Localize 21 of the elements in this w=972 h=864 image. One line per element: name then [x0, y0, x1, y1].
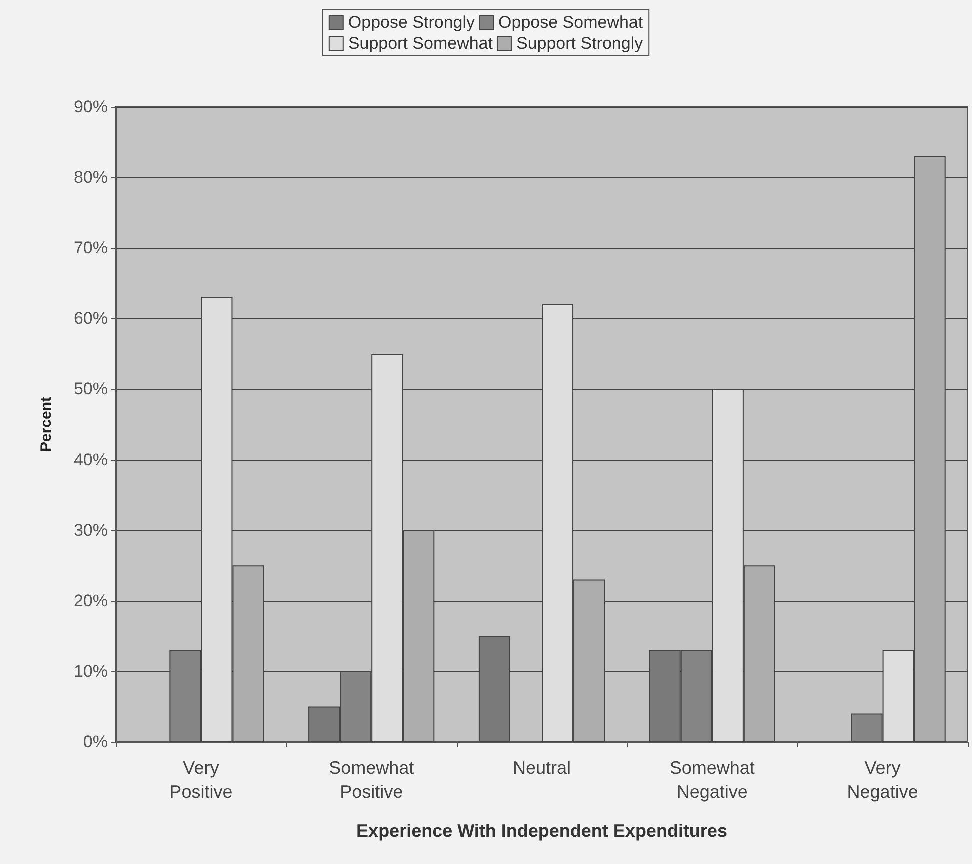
- y-tick-label: 10%: [74, 662, 108, 681]
- x-axis-title: Experience With Independent Expenditures: [356, 821, 728, 841]
- legend-label: Oppose Strongly: [348, 13, 476, 32]
- x-tick-label: Very Negative: [847, 758, 918, 802]
- x-tick-label: Neutral: [512, 758, 572, 778]
- y-tick-label: 30%: [74, 520, 108, 540]
- y-tick-label: 0%: [83, 732, 108, 752]
- y-tick-label: 40%: [74, 450, 108, 470]
- legend-label: Support Somewhat: [348, 34, 494, 53]
- y-tick-label: 90%: [74, 98, 108, 116]
- x-tick-label: Somewhat Negative: [670, 758, 755, 802]
- y-tick-label: 20%: [74, 591, 108, 610]
- y-tick-label: 70%: [74, 238, 108, 258]
- x-tick-label: Very Positive: [170, 758, 233, 802]
- legend-label: Support Strongly: [516, 34, 644, 53]
- x-tick-label: Somewhat Positive: [329, 758, 414, 802]
- y-tick-label: 60%: [74, 309, 108, 328]
- legend-label: Oppose Somewhat: [498, 13, 644, 32]
- y-tick-label: 80%: [74, 168, 108, 188]
- y-tick-label: 50%: [74, 380, 108, 399]
- y-axis-title: Percent: [38, 396, 55, 452]
